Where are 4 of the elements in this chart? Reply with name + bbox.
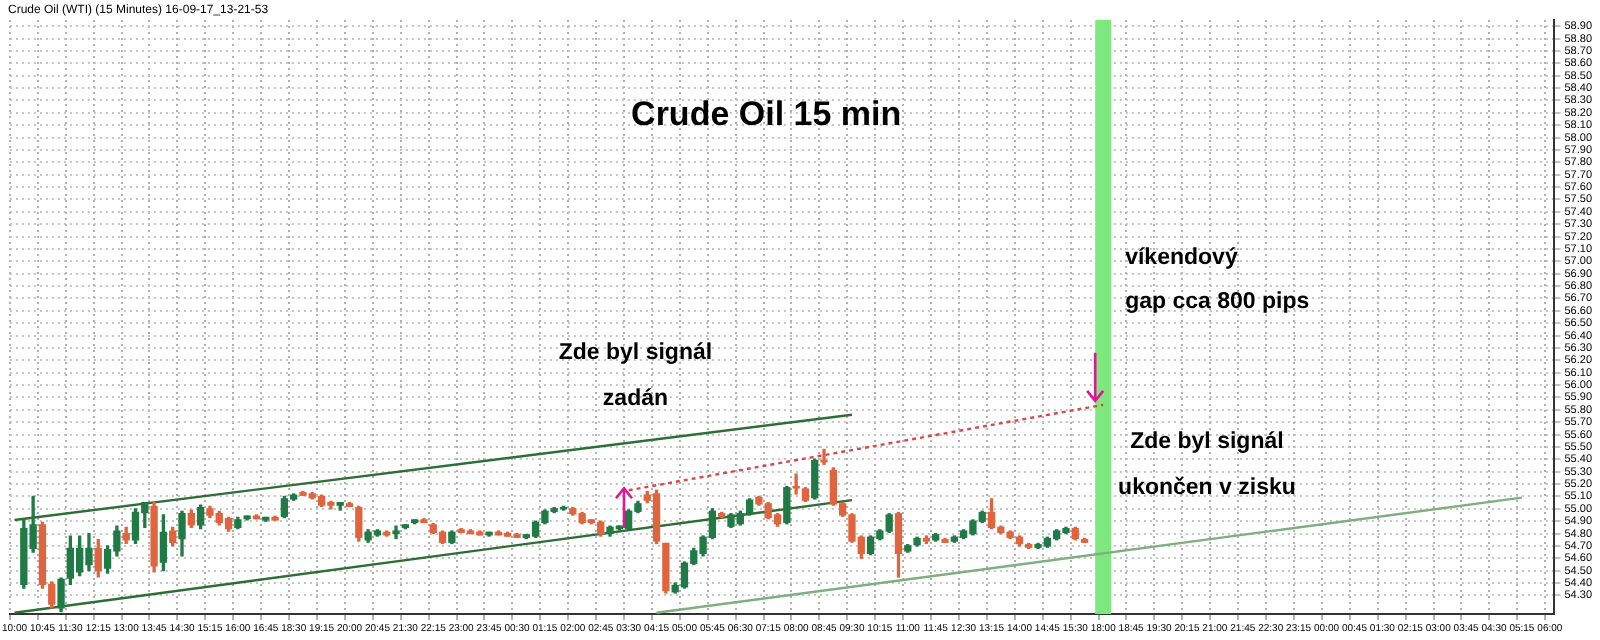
annotation: Zde byl signál zadán — [558, 340, 713, 411]
ref-line-label: víkendový gap cca 800 pips — [1125, 245, 1310, 314]
annotation: Zde byl signál ukončen v zisku — [1118, 430, 1296, 501]
text: Crude Oil 15 min — [631, 95, 902, 134]
